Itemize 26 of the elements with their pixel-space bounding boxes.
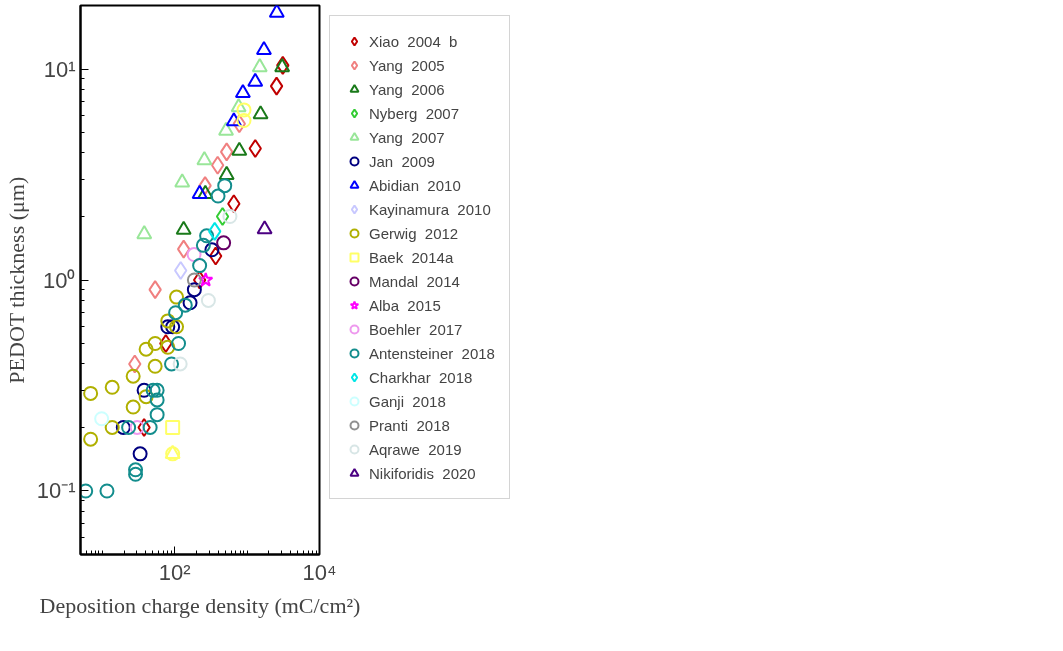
legend-label: Abidian 2010 [369, 175, 461, 196]
legend-label: Xiao 2004 b [369, 31, 458, 52]
legend-label: Nikiforidis 2020 [369, 463, 476, 484]
legend-label: Yang 2007 [369, 127, 445, 148]
x-tick-label: 10⁴ [302, 559, 337, 585]
legend-label: Nyberg 2007 [369, 103, 460, 124]
y-tick-label: 10¹ [43, 56, 76, 82]
legend-label: Baek 2014a [369, 247, 454, 268]
legend-label: Boehler 2017 [369, 319, 463, 340]
legend-label: Gerwig 2012 [369, 223, 459, 244]
legend-label: Yang 2005 [369, 55, 445, 76]
legend-label: Yang 2006 [369, 79, 445, 100]
y-axis-title: PEDOT thickness (μm) [3, 176, 29, 384]
legend-label: Mandal 2014 [369, 271, 460, 292]
legend-label: Charkhar 2018 [369, 367, 473, 388]
legend-label: Jan 2009 [369, 151, 435, 172]
legend-label: Pranti 2018 [369, 415, 450, 436]
x-tick-label: 10² [158, 559, 191, 585]
legend-label: Antensteiner 2018 [369, 343, 495, 364]
y-tick-label: 10⁰ [43, 267, 76, 293]
legend-label: Alba 2015 [369, 295, 441, 316]
y-tick-label: 10⁻¹ [36, 478, 76, 504]
legend-label: Ganji 2018 [369, 391, 446, 412]
legend-label: Kayinamura 2010 [369, 199, 491, 220]
legend-label: Aqrawe 2019 [369, 439, 462, 460]
x-axis-title: Deposition charge density (mC/cm²) [39, 592, 361, 618]
